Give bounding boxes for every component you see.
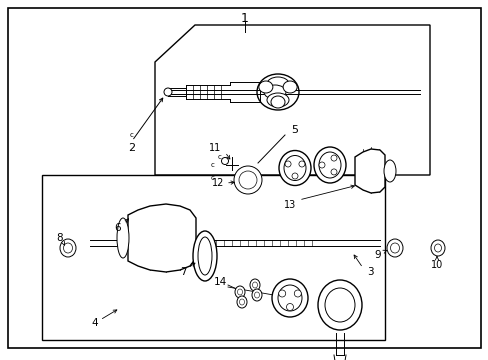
Ellipse shape xyxy=(249,279,260,291)
Text: 11: 11 xyxy=(208,143,221,153)
Ellipse shape xyxy=(117,218,129,258)
Ellipse shape xyxy=(283,81,297,93)
Ellipse shape xyxy=(279,150,310,185)
Ellipse shape xyxy=(386,239,402,257)
Ellipse shape xyxy=(383,160,395,182)
Text: 9: 9 xyxy=(374,250,381,260)
Ellipse shape xyxy=(193,231,217,281)
Ellipse shape xyxy=(237,289,242,295)
Text: 12: 12 xyxy=(211,178,224,188)
Ellipse shape xyxy=(285,161,290,167)
Ellipse shape xyxy=(252,282,257,288)
Text: 13: 13 xyxy=(284,200,296,210)
Ellipse shape xyxy=(294,290,301,297)
Text: c: c xyxy=(211,175,215,181)
Ellipse shape xyxy=(264,85,285,99)
Ellipse shape xyxy=(270,96,285,108)
Ellipse shape xyxy=(325,288,354,322)
Text: c: c xyxy=(211,162,215,168)
Ellipse shape xyxy=(390,243,399,253)
Ellipse shape xyxy=(198,237,212,275)
Ellipse shape xyxy=(254,292,259,298)
Polygon shape xyxy=(128,204,196,272)
Ellipse shape xyxy=(318,162,325,168)
Ellipse shape xyxy=(266,77,288,91)
Text: 5: 5 xyxy=(291,125,298,135)
Ellipse shape xyxy=(313,147,346,183)
Ellipse shape xyxy=(163,88,172,96)
Ellipse shape xyxy=(239,171,257,189)
Text: 2: 2 xyxy=(128,143,135,153)
Ellipse shape xyxy=(330,155,336,161)
Ellipse shape xyxy=(235,286,244,298)
Ellipse shape xyxy=(63,243,72,253)
Ellipse shape xyxy=(318,152,340,178)
Ellipse shape xyxy=(278,285,302,311)
Text: 4: 4 xyxy=(92,318,98,328)
Ellipse shape xyxy=(239,299,244,305)
Text: 14: 14 xyxy=(213,277,226,287)
Ellipse shape xyxy=(266,93,288,107)
Ellipse shape xyxy=(237,296,246,308)
Ellipse shape xyxy=(291,173,297,179)
Ellipse shape xyxy=(317,280,361,330)
Ellipse shape xyxy=(251,289,262,301)
Ellipse shape xyxy=(234,166,262,194)
Text: c: c xyxy=(130,132,134,138)
Ellipse shape xyxy=(258,81,272,93)
Ellipse shape xyxy=(298,161,305,167)
Text: 7: 7 xyxy=(179,267,186,277)
Ellipse shape xyxy=(286,303,293,310)
Text: 10: 10 xyxy=(430,260,442,270)
Polygon shape xyxy=(354,149,384,193)
Ellipse shape xyxy=(221,158,228,165)
Ellipse shape xyxy=(271,279,307,317)
Text: 6: 6 xyxy=(115,223,121,233)
Ellipse shape xyxy=(430,240,444,256)
Text: 1: 1 xyxy=(241,12,248,24)
Ellipse shape xyxy=(330,169,336,175)
Text: 3: 3 xyxy=(366,267,372,277)
Ellipse shape xyxy=(434,244,441,252)
Ellipse shape xyxy=(278,290,285,297)
Text: c: c xyxy=(218,154,222,160)
Ellipse shape xyxy=(284,156,305,180)
Ellipse shape xyxy=(60,239,76,257)
Text: 8: 8 xyxy=(57,233,63,243)
